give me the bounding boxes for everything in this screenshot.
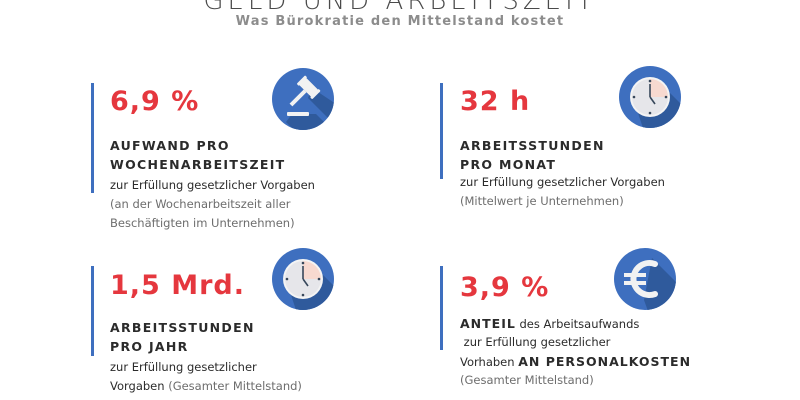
stat-line1-rest: des Arbeitsaufwands bbox=[515, 317, 640, 331]
stat-line3-rest: Vorhaben bbox=[460, 355, 519, 369]
stat-heading-line1: ARBEITSSTUNDEN bbox=[460, 138, 605, 153]
euro-icon bbox=[614, 248, 676, 310]
stat-line4: (Gesamter Mittelstand) bbox=[460, 373, 594, 387]
stat-description-line3: Beschäftigten im Unternehmen) bbox=[110, 216, 295, 230]
stat-line1-strong: ANTEIL bbox=[460, 316, 516, 331]
stat-heading-line2: PRO JAHR bbox=[110, 339, 189, 354]
page-subtitle: Was Bürokratie den Mittelstand kostet bbox=[235, 14, 565, 29]
stat-description-line1: zur Erfüllung gesetzlicher bbox=[110, 360, 257, 374]
stat-heading-line1: AUFWAND PRO bbox=[110, 138, 230, 153]
accent-bar bbox=[91, 83, 94, 193]
stat-heading-line2: WOCHENARBEITSZEIT bbox=[110, 157, 286, 172]
stat-line3-strong: AN PERSONALKOSTEN bbox=[518, 354, 692, 369]
stat-heading-line2: PRO MONAT bbox=[460, 157, 557, 172]
stat-description-line2-muted: (Gesamter Mittelstand) bbox=[164, 379, 302, 393]
stat-description-line2: (an der Wochenarbeitszeit aller bbox=[110, 197, 291, 211]
stat-value: 1,5 Mrd. bbox=[110, 270, 245, 301]
stat-value: 6,9 % bbox=[110, 86, 200, 117]
stat-value: 32 h bbox=[460, 86, 531, 117]
clock-icon bbox=[619, 66, 681, 128]
stat-description-line1: zur Erfüllung gesetzlicher Vorgaben bbox=[460, 175, 665, 189]
stat-line2: zur Erfüllung gesetzlicher bbox=[460, 335, 611, 349]
accent-bar bbox=[91, 266, 94, 356]
stat-description-line1: zur Erfüllung gesetzlicher Vorgaben bbox=[110, 178, 315, 192]
stat-description-line2-strong: Vorgaben bbox=[110, 379, 165, 393]
clock-icon bbox=[272, 248, 334, 310]
accent-bar bbox=[440, 266, 443, 350]
gavel-icon bbox=[272, 68, 334, 130]
stat-description-line2: (Mittelwert je Unternehmen) bbox=[460, 194, 624, 208]
stat-heading-line1: ARBEITSSTUNDEN bbox=[110, 320, 255, 335]
stat-value: 3,9 % bbox=[460, 272, 550, 303]
page-title: GELD UND ARBEITSZEIT bbox=[203, 0, 597, 16]
accent-bar bbox=[440, 83, 443, 179]
